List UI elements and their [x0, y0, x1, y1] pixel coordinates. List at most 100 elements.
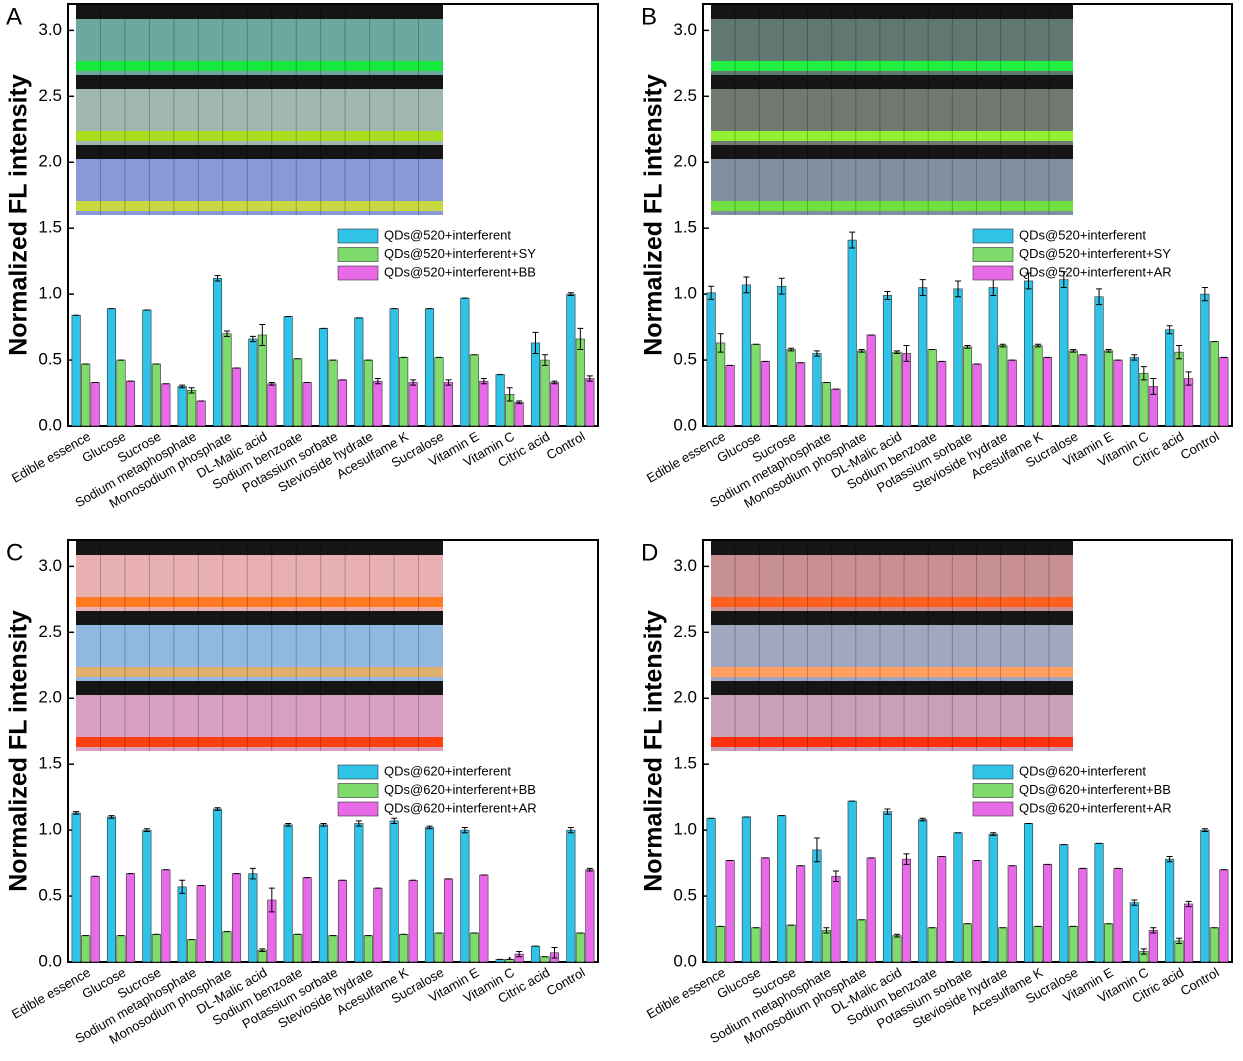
bar [222, 931, 232, 963]
photo-liquid [76, 201, 443, 211]
bar [812, 353, 822, 427]
bar [257, 334, 267, 427]
bar [469, 932, 479, 963]
error-bar [391, 817, 398, 825]
y-axis-title: Normalized FL intensity [5, 74, 33, 356]
photo-liquid [76, 61, 443, 71]
error-bar [903, 345, 910, 362]
bar [302, 877, 312, 963]
bar [248, 873, 258, 963]
error-bar [445, 379, 452, 386]
bar [222, 333, 232, 427]
bar [812, 849, 822, 963]
bar [549, 382, 560, 427]
bar [434, 357, 444, 427]
bar [389, 820, 399, 963]
legend-swatch [337, 783, 379, 798]
x-tick-label: Edible essence [9, 965, 93, 1022]
photo-liquid [711, 737, 1073, 747]
photo-caps [711, 75, 1073, 89]
error-bar [788, 347, 795, 352]
bar [777, 815, 787, 963]
y-tick-label: 1.5 [38, 754, 62, 773]
y-tick-label: 0.5 [673, 886, 697, 905]
bar [821, 382, 831, 427]
bar [1033, 926, 1043, 963]
error-bar [214, 807, 221, 811]
y-tick-label: 2.5 [673, 86, 697, 105]
bar [866, 857, 876, 963]
bar [389, 308, 399, 427]
bar [953, 832, 963, 963]
x-tick-label: Edible essence [9, 429, 93, 486]
bar [821, 930, 831, 963]
bar [363, 935, 373, 963]
y-tick-label: 0.5 [38, 350, 62, 369]
error-bar [1105, 349, 1112, 353]
bar [575, 932, 585, 963]
error-bar [893, 933, 900, 938]
bar [1209, 341, 1219, 427]
error-bar [143, 828, 150, 832]
y-axis-title: Normalized FL intensity [640, 74, 668, 356]
error-bar [320, 823, 327, 827]
bar [1148, 930, 1158, 963]
bar [998, 927, 1008, 963]
error-bar [567, 292, 574, 296]
error-bar [516, 400, 523, 405]
legend-swatch [972, 801, 1014, 817]
bar [1184, 903, 1194, 963]
bar [443, 878, 454, 963]
bar [1007, 865, 1017, 963]
error-bar [1140, 366, 1147, 381]
photo-caps [76, 145, 443, 159]
bar [293, 934, 303, 963]
bar [918, 287, 928, 427]
bar [796, 865, 806, 963]
bar [585, 869, 595, 963]
legend-swatch [972, 764, 1014, 780]
legend-label: QDs@620+interferent+BB [1019, 782, 1171, 797]
x-tick-label: Edible essence [644, 429, 728, 486]
bar [283, 316, 293, 427]
legend-label: QDs@520+interferent [384, 227, 511, 242]
error-bar [532, 331, 539, 354]
bar [424, 827, 435, 963]
bar [231, 367, 242, 427]
bar [337, 379, 348, 427]
bar [751, 927, 761, 963]
error-bar [586, 867, 593, 872]
photo-liquid [711, 667, 1073, 677]
error-bar [214, 275, 221, 282]
legend-label: QDs@620+interferent+AR [384, 800, 537, 815]
bar [248, 338, 258, 427]
bar [212, 277, 223, 427]
bar [1042, 357, 1053, 427]
bar [125, 873, 136, 963]
error-bar [919, 279, 926, 296]
photo-liquid [711, 131, 1073, 141]
bar [1184, 378, 1194, 427]
bar [1059, 279, 1069, 427]
bar [882, 295, 893, 427]
legend-swatch [337, 247, 379, 262]
bar [106, 308, 117, 427]
bar [706, 292, 716, 427]
legend-label: QDs@620+interferent+BB [384, 782, 536, 797]
bar [469, 354, 479, 427]
bar [196, 885, 206, 963]
bar [857, 350, 867, 427]
bar [302, 382, 312, 427]
legend-label: QDs@520+interferent+SY [1019, 246, 1171, 261]
bar [354, 823, 364, 963]
bar [760, 361, 770, 427]
legend-swatch [337, 265, 379, 281]
x-tick-label: Control [544, 965, 588, 999]
error-bar [259, 323, 266, 347]
error-bar [1185, 900, 1192, 908]
photo-liquid [76, 737, 443, 747]
error-bar [586, 375, 593, 382]
bar [318, 824, 329, 963]
bar [540, 359, 550, 427]
